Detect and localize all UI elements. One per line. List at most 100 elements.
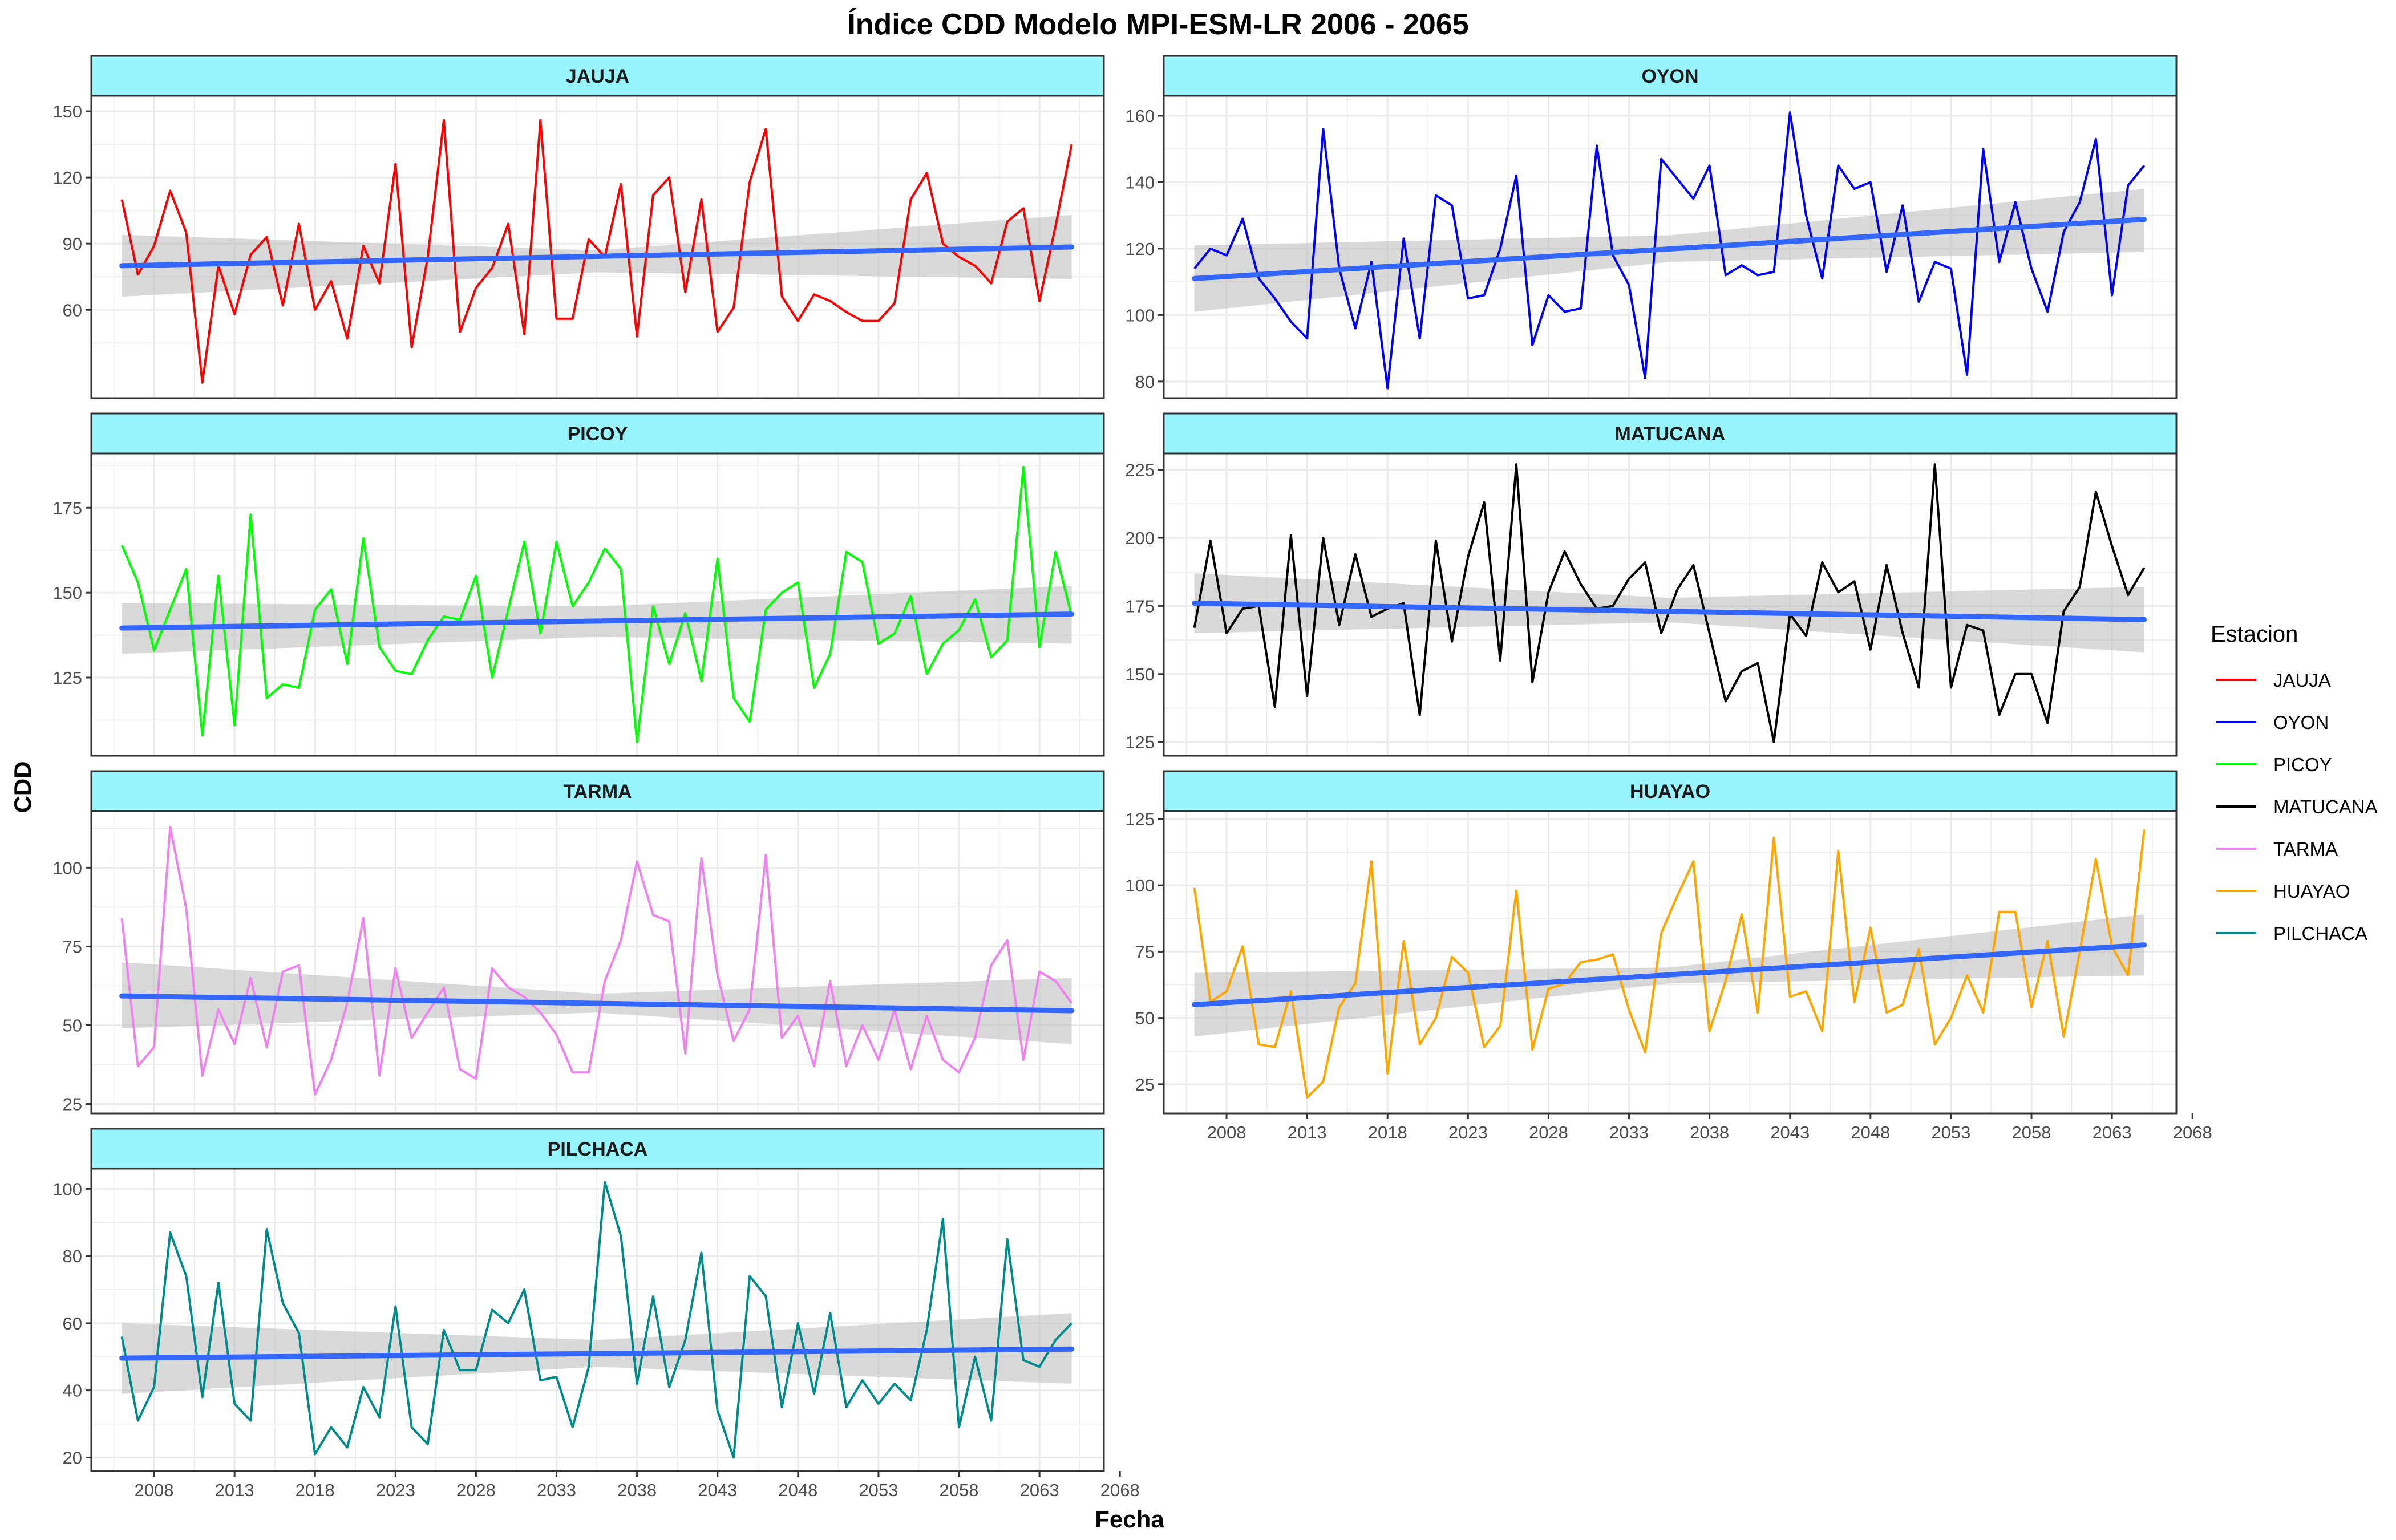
x-tick-label: 2043 (1770, 1122, 1810, 1142)
y-tick-label: 120 (1125, 239, 1155, 259)
x-tick-label: 2053 (1931, 1122, 1970, 1142)
y-tick-label: 200 (1125, 528, 1155, 548)
y-tick-label: 125 (1125, 732, 1155, 752)
legend-item-jauja: JAUJA (2216, 670, 2331, 691)
trend-line-tarma (119, 993, 1075, 1014)
trend-line-picoy (119, 611, 1075, 631)
grid (91, 1169, 1104, 1471)
legend-label-jauja: JAUJA (2273, 670, 2331, 691)
panel-huayao: HUAYAO 25 50 75 100 125 2008 2013 2018 2023 2028 20… (1125, 770, 2212, 1142)
panel-border (90, 810, 1105, 1115)
x-tick-label: 2028 (456, 1480, 496, 1500)
legend-item-picoy: PICOY (2216, 754, 2332, 775)
strip-tarma (90, 770, 1105, 812)
strip-label-oyon: OYON (1641, 66, 1698, 87)
x-tick-label: 2038 (617, 1480, 657, 1500)
y-tick-label: 175 (1125, 596, 1155, 616)
y-tick-label: 140 (1125, 172, 1155, 192)
panel-border (90, 95, 1105, 399)
strip-matucana (1163, 412, 2178, 455)
x-tick-label: 2008 (1207, 1122, 1246, 1142)
x-tick-label: 2053 (859, 1480, 898, 1500)
panel-background (91, 811, 1104, 1113)
legend-item-pilchaca: PILCHACA (2216, 923, 2367, 944)
x-tick-label: 2058 (2012, 1122, 2051, 1142)
x-tick-label: 2068 (1100, 1480, 1140, 1500)
plot-area (119, 465, 1075, 744)
y-tick-label: 150 (52, 102, 82, 121)
plot-area (1192, 829, 2147, 1099)
panel-border (1163, 95, 2178, 399)
strip-picoy (90, 412, 1105, 455)
strip-label-matucana: MATUCANA (1615, 423, 1726, 445)
panel-border (90, 1168, 1105, 1472)
x-tick-label: 2038 (1690, 1122, 1729, 1142)
x-tick-label: 2043 (698, 1480, 737, 1500)
x-tick-label: 2028 (1529, 1122, 1568, 1142)
series-line-jauja (120, 119, 1073, 384)
y-tick-label: 60 (63, 300, 82, 320)
x-tick-label: 2068 (2173, 1122, 2212, 1142)
panel-picoy: PICOY 125 150 175 (52, 412, 1105, 757)
y-tick-label: 150 (1125, 664, 1155, 684)
panel-border (90, 452, 1105, 757)
y-tick-label: 50 (63, 1015, 82, 1035)
panel-oyon: OYON 80 100 120 140 160 (1125, 55, 2178, 399)
y-tick-label: 160 (1125, 106, 1155, 126)
panel-tarma: TARMA 25 50 75 100 (52, 770, 1105, 1115)
y-tick-label: 225 (1125, 460, 1155, 480)
plot-area (1192, 463, 2147, 744)
panel-border (1163, 452, 2178, 757)
y-tick-label: 25 (63, 1094, 82, 1114)
series-line-picoy (120, 465, 1073, 744)
strip-oyon (1163, 55, 2178, 97)
x-tick-label: 2033 (537, 1480, 576, 1500)
legend-item-matucana: MATUCANA (2216, 796, 2378, 817)
legend-label-tarma: TARMA (2273, 838, 2338, 860)
x-tick-label: 2013 (1288, 1122, 1327, 1142)
panel-matucana: MATUCANA 125 150 175 200 225 (1125, 412, 2178, 757)
y-tick-label: 100 (1125, 305, 1155, 325)
y-tick-label: 100 (1125, 876, 1155, 895)
x-tick-label: 2063 (2093, 1122, 2132, 1142)
strip-jauja (90, 55, 1105, 97)
x-tick-label: 2023 (1448, 1122, 1488, 1142)
trend-line-jauja (119, 244, 1075, 269)
legend-label-picoy: PICOY (2273, 754, 2332, 775)
series-line-tarma (120, 825, 1073, 1096)
y-axis-title: CDD (9, 761, 36, 813)
grid (1164, 453, 2176, 756)
plot-area (119, 1181, 1075, 1459)
legend-label-huayao: HUAYAO (2273, 881, 2350, 902)
legend: Estacion JAUJA OYON PICOY MATUCANA TARMA HUAY… (2211, 622, 2378, 944)
x-tick-label: 2048 (778, 1480, 817, 1500)
x-tick-label: 2008 (135, 1480, 174, 1500)
y-tick-label: 75 (63, 937, 82, 957)
plot-area (119, 825, 1075, 1096)
x-tick-label: 2013 (215, 1480, 254, 1500)
x-tick-label: 2063 (1020, 1480, 1059, 1500)
series-line-oyon (1193, 111, 2146, 390)
strip-label-jauja: JAUJA (566, 66, 629, 87)
legend-items: JAUJA OYON PICOY MATUCANA TARMA HUAYAO PILCHAC… (2216, 670, 2378, 944)
strip-label-picoy: PICOY (568, 423, 628, 445)
plot-area (1192, 111, 2147, 390)
plot-area (119, 119, 1075, 384)
x-tick-label: 2033 (1609, 1122, 1649, 1142)
y-tick-label: 100 (52, 1179, 82, 1199)
strip-huayao (1163, 770, 2178, 812)
y-tick-label: 80 (1135, 372, 1155, 392)
panel-background (91, 1169, 1104, 1471)
y-tick-label: 80 (63, 1246, 82, 1266)
trend-line-oyon (1192, 217, 2147, 281)
y-tick-label: 150 (52, 583, 82, 603)
y-tick-label: 50 (1135, 1008, 1155, 1028)
x-tick-label: 2048 (1851, 1122, 1890, 1142)
x-tick-label: 2018 (1368, 1122, 1407, 1142)
y-tick-label: 40 (63, 1381, 82, 1401)
panel-jauja: JAUJA 60 90 120 150 (52, 55, 1105, 399)
x-tick-label: 2023 (376, 1480, 415, 1500)
legend-label-pilchaca: PILCHACA (2273, 923, 2367, 944)
grid (1164, 811, 2176, 1113)
trend-line-pilchaca (119, 1346, 1075, 1361)
